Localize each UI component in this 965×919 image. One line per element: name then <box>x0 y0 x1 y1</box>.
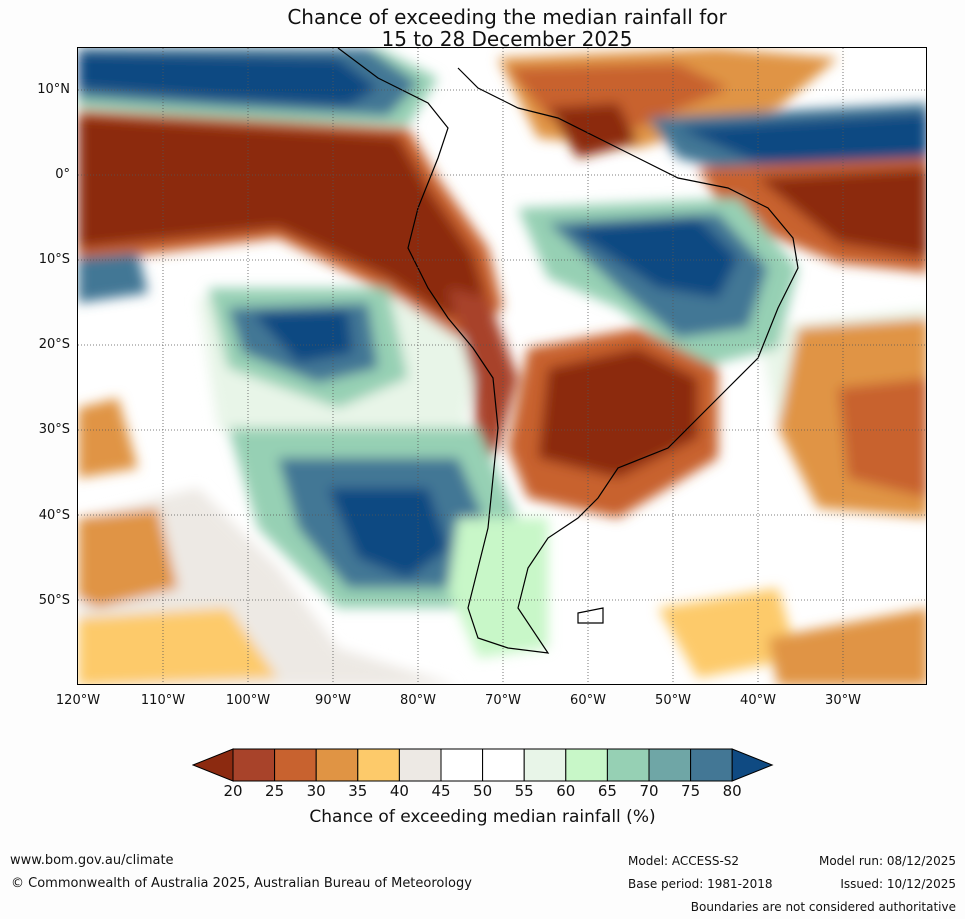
copyright-text: © Commonwealth of Australia 2025, Austra… <box>11 876 472 891</box>
issued-date: Issued: 10/12/2025 <box>840 877 956 891</box>
lon-tick-80w: 80°W <box>400 693 436 708</box>
colorbar-tick-label: 35 <box>348 782 368 800</box>
model-run-date: Model run: 08/12/2025 <box>818 854 956 868</box>
map-title-line-1: Chance of exceeding the median rainfall … <box>287 5 727 29</box>
lat-tick-40s: 40°S <box>38 508 70 523</box>
colorbar-segment <box>274 748 317 782</box>
lon-tick-100w: 100°W <box>225 693 271 708</box>
colorbar-extend-low <box>192 748 234 782</box>
lon-tick-120w: 120°W <box>55 693 101 708</box>
colorbar-tick-label: 75 <box>681 782 701 800</box>
colorbar-segment <box>357 748 400 782</box>
lat-tick-50s: 50°S <box>38 593 70 608</box>
colorbar-segment <box>315 748 359 782</box>
colorbar-tick-label: 55 <box>514 782 534 800</box>
lon-tick-40w: 40°W <box>740 693 776 708</box>
colorbar-tick-label: 25 <box>265 782 285 800</box>
colorbar-segment <box>482 748 525 782</box>
lon-tick-30w: 30°W <box>825 693 861 708</box>
colorbar <box>192 748 774 782</box>
lat-tick-10s: 10°S <box>38 252 70 267</box>
colorbar-tick-label: 70 <box>639 782 659 800</box>
colorbar-tick-label: 40 <box>389 782 409 800</box>
colorbar-segment <box>232 748 276 782</box>
colorbar-segment <box>523 748 567 782</box>
colorbar-segment <box>648 748 692 782</box>
base-period: Base period: 1981-2018 <box>628 877 773 891</box>
colorbar-tick-label: 30 <box>306 782 326 800</box>
colorbar-extend-high <box>731 748 774 782</box>
boundaries-note: Boundaries are not considered authoritat… <box>690 900 956 914</box>
colorbar-tick-label: 65 <box>597 782 617 800</box>
colorbar-segment <box>606 748 650 782</box>
colorbar-tick-label: 80 <box>722 782 742 800</box>
lon-tick-60w: 60°W <box>570 693 606 708</box>
colorbar-segment <box>440 748 484 782</box>
lat-tick-20s: 20°S <box>38 337 70 352</box>
colorbar-segment <box>398 748 442 782</box>
lat-tick-30s: 30°S <box>38 422 70 437</box>
colorbar-tick-label: 45 <box>431 782 451 800</box>
lat-tick-0: 0° <box>55 167 70 182</box>
colorbar-segment <box>565 748 608 782</box>
rainfall-probability-map <box>77 47 927 685</box>
colorbar-tick-label: 60 <box>556 782 576 800</box>
lon-tick-90w: 90°W <box>315 693 351 708</box>
colorbar-tick-label: 50 <box>473 782 493 800</box>
lon-tick-70w: 70°W <box>485 693 521 708</box>
map-title-line-2: 15 to 28 December 2025 <box>381 27 633 51</box>
colorbar-tick-label: 20 <box>223 782 243 800</box>
lat-tick-10n: 10°N <box>37 82 70 97</box>
map-canvas <box>78 48 926 684</box>
colorbar-segment <box>690 748 733 782</box>
colorbar-label: Chance of exceeding median rainfall (%) <box>309 807 656 827</box>
lon-tick-50w: 50°W <box>655 693 691 708</box>
model-name: Model: ACCESS-S2 <box>628 854 740 868</box>
lon-tick-110w: 110°W <box>140 693 186 708</box>
website-link[interactable]: www.bom.gov.au/climate <box>10 853 174 868</box>
